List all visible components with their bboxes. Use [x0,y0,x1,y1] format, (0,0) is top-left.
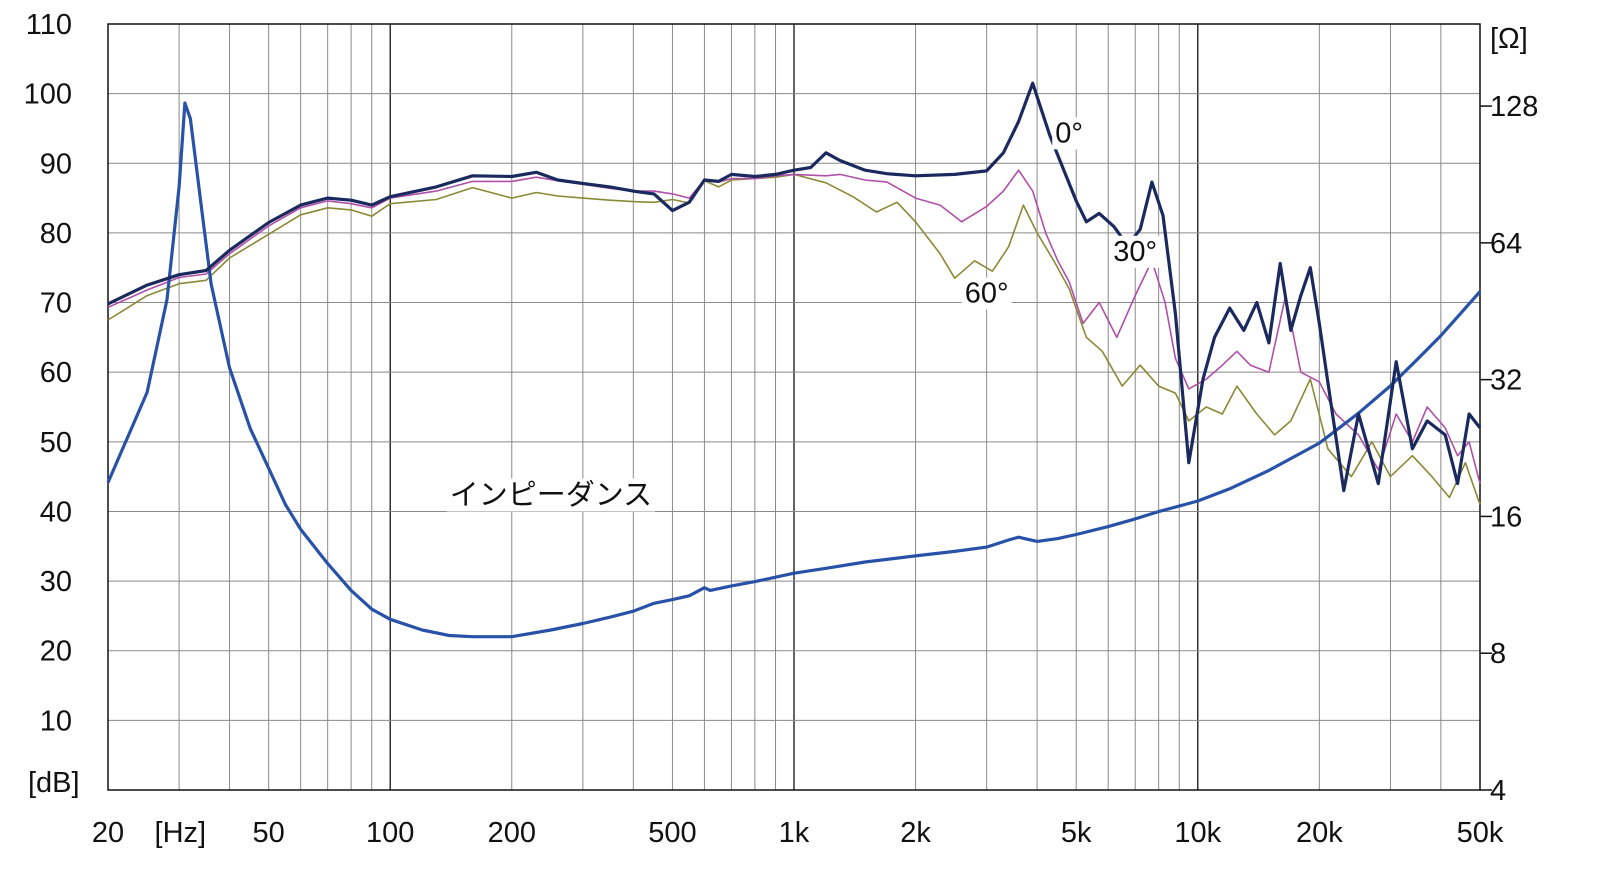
y-right-tick-label: 4 [1490,775,1506,807]
y-left-tick-label: 90 [40,148,72,180]
series-line [107,81,1482,493]
y-right-tick-label: 32 [1490,365,1522,397]
x-tick-label: 2k [900,817,931,849]
y-left-tick-label: 70 [40,288,72,320]
y-left-tick-label: 10 [40,705,72,737]
y-left-tick-label: 20 [40,636,72,668]
annotation-bg [446,478,656,512]
series-line [106,101,1482,639]
y-left-tick-label: 60 [40,357,72,389]
y-right-tick-label: 8 [1490,638,1506,670]
y-left-tick-label: 30 [40,566,72,598]
annotation-layer: 0° 30° 60° インピーダンス [446,117,1161,512]
series-line [107,169,1481,484]
annotation-label: 0° [1055,117,1083,149]
y-right-unit: [Ω] [1490,23,1528,55]
y-left-unit: [dB] [28,767,80,799]
x-tick-label: 5k [1061,817,1092,849]
annotation-label: 30° [1113,236,1157,268]
x-tick-label: 20 [92,817,124,849]
x-tick-label: 10k [1174,817,1221,849]
x-tick-label: 20k [1296,817,1343,849]
axis-layer: 10 20 30 40 50 60 70 80 90 100 110 [dB] 4 8 16 32 64 128 [… [24,9,1539,849]
y-left-tick-label: 100 [24,79,72,111]
x-tick-label: 50 [253,817,285,849]
series-line [107,173,1481,505]
annotation-label: インピーダンス [450,478,652,511]
x-tick-label: 500 [648,817,696,849]
y-left-tick-label: 50 [40,427,72,459]
y-left-tick-label: 110 [26,9,72,41]
x-tick-label: 1k [779,817,810,849]
annotation-label: 60° [965,278,1009,310]
x-unit: [Hz] [155,817,207,849]
y-right-tick-label: 64 [1490,228,1522,260]
plot-frame [107,23,1481,791]
annotation-bg [1052,117,1086,150]
annotation-bg [961,277,1012,310]
series-layer [106,81,1482,639]
y-left-tick-label: 80 [40,218,72,250]
y-right-tick-label: 16 [1490,501,1522,533]
x-tick-label: 50k [1457,817,1504,849]
y-left-tick-label: 40 [40,496,72,528]
grid [107,24,1481,790]
x-tick-label: 200 [488,817,536,849]
annotation-bg [1110,235,1161,268]
y-right-tick-label: 128 [1490,91,1538,123]
x-tick-label: 100 [366,817,414,849]
